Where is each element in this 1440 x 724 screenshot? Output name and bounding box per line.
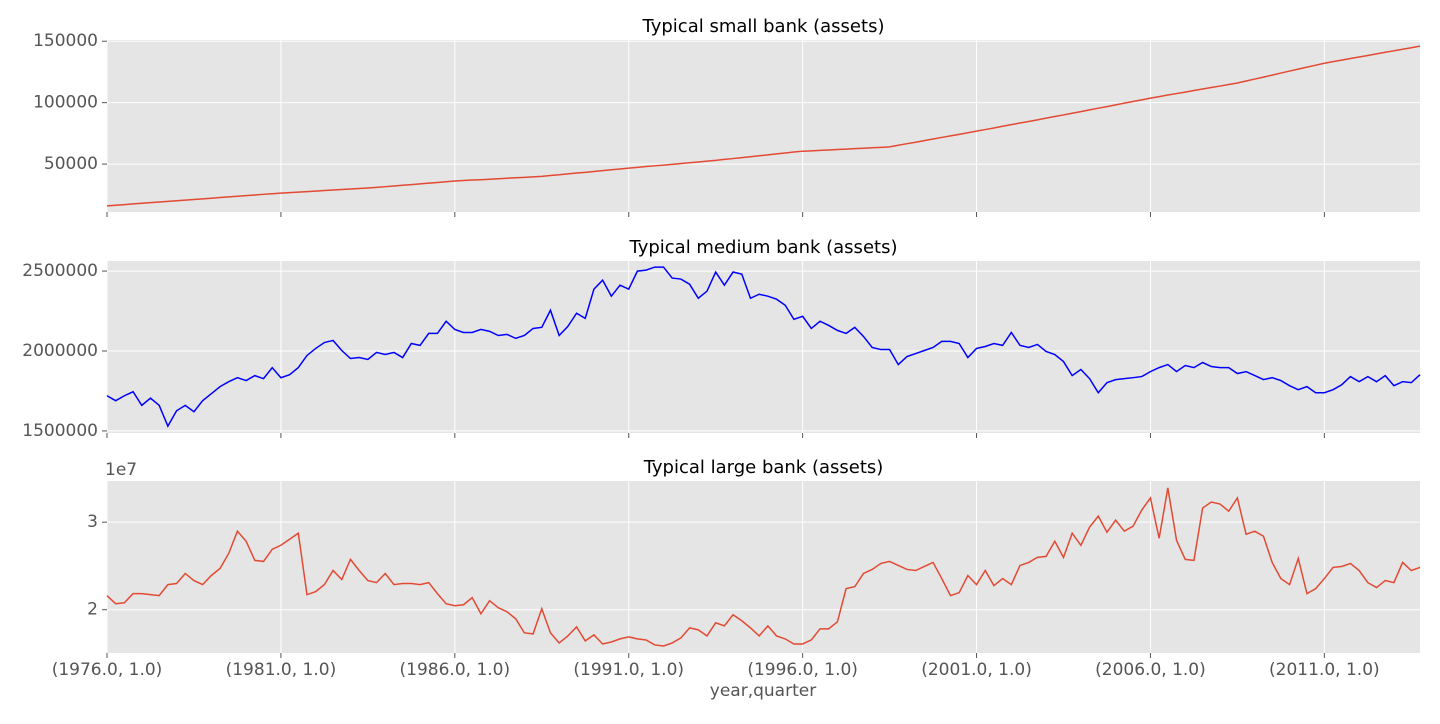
x-tick-label: (1981.0, 1.0) <box>226 660 337 680</box>
x-axis-label: year,quarter <box>710 681 816 701</box>
chart-title: Typical small bank (assets) <box>642 16 885 37</box>
x-tick-label: (2001.0, 1.0) <box>921 660 1032 680</box>
data-line <box>106 487 1421 647</box>
x-tick-label: (2006.0, 1.0) <box>1095 660 1206 680</box>
x-tick-label: (1991.0, 1.0) <box>573 660 684 680</box>
chart-title: Typical medium bank (assets) <box>629 237 898 258</box>
y-tick-label: 2 <box>87 600 98 620</box>
y-tick-label: 100000 <box>33 93 98 113</box>
x-tick-label: (1986.0, 1.0) <box>400 660 511 680</box>
y-tick-label: 150000 <box>33 31 98 51</box>
y-tick-label: 1500000 <box>22 421 98 441</box>
data-line <box>106 266 1421 428</box>
x-tick-label: (1976.0, 1.0) <box>52 660 163 680</box>
plot-background <box>107 481 1420 653</box>
x-tick-label: (2011.0, 1.0) <box>1269 660 1380 680</box>
y-tick-label: 2000000 <box>22 341 98 361</box>
x-tick-label: (1996.0, 1.0) <box>747 660 858 680</box>
axis-offset-text: 1e7 <box>105 460 137 480</box>
y-tick-label: 3 <box>87 512 98 532</box>
data-line <box>106 45 1421 207</box>
plot-background <box>107 261 1420 433</box>
y-tick-label: 2500000 <box>22 261 98 281</box>
plot-background <box>107 40 1420 212</box>
y-tick-label: 50000 <box>44 154 98 174</box>
chart-title: Typical large bank (assets) <box>643 457 884 478</box>
